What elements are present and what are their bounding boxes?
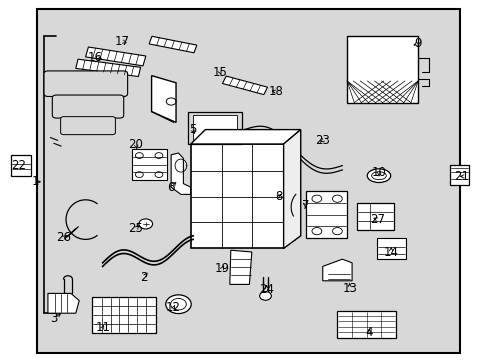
Circle shape: [170, 298, 186, 310]
Circle shape: [139, 219, 152, 229]
FancyBboxPatch shape: [44, 71, 127, 96]
Text: 18: 18: [268, 85, 283, 98]
Polygon shape: [190, 130, 300, 144]
Text: 14: 14: [383, 246, 398, 258]
Ellipse shape: [371, 172, 386, 180]
Text: 12: 12: [166, 301, 181, 314]
Bar: [305, 191, 346, 238]
FancyBboxPatch shape: [52, 95, 123, 118]
Polygon shape: [76, 59, 141, 77]
Text: 20: 20: [128, 138, 143, 150]
Text: 19: 19: [215, 262, 229, 275]
Ellipse shape: [366, 169, 390, 183]
Text: 17: 17: [115, 35, 129, 48]
Polygon shape: [48, 293, 79, 313]
Text: 23: 23: [315, 134, 329, 147]
Text: 10: 10: [371, 166, 386, 179]
Text: 3: 3: [50, 312, 58, 325]
Bar: [193, 115, 237, 140]
Bar: [376, 238, 405, 259]
Text: 6: 6: [167, 181, 175, 194]
Text: 13: 13: [342, 282, 356, 294]
Text: 7: 7: [301, 199, 309, 212]
Text: 24: 24: [259, 283, 273, 296]
Text: 8: 8: [274, 190, 282, 203]
Text: 4: 4: [365, 327, 372, 339]
Text: 1: 1: [31, 175, 39, 188]
Bar: [449, 165, 468, 185]
Text: 5: 5: [189, 123, 197, 136]
Text: 2: 2: [140, 271, 148, 284]
Text: 16: 16: [88, 51, 102, 64]
Polygon shape: [85, 47, 145, 66]
Text: 26: 26: [56, 231, 71, 244]
Polygon shape: [171, 153, 190, 194]
Bar: [11, 155, 31, 176]
Bar: [356, 203, 393, 230]
Bar: [92, 297, 155, 333]
Polygon shape: [222, 76, 267, 95]
Text: 21: 21: [454, 170, 468, 183]
Polygon shape: [229, 250, 251, 284]
Bar: [132, 149, 167, 180]
Bar: [188, 112, 242, 144]
Text: 22: 22: [11, 159, 26, 172]
FancyBboxPatch shape: [61, 117, 115, 135]
Bar: [337, 311, 395, 338]
Bar: [37, 9, 459, 353]
Polygon shape: [322, 259, 351, 281]
Polygon shape: [283, 130, 300, 248]
Circle shape: [165, 295, 191, 314]
Text: 11: 11: [95, 321, 110, 334]
Polygon shape: [149, 36, 196, 53]
Text: 27: 27: [369, 213, 384, 226]
Text: 15: 15: [212, 66, 227, 78]
Text: 25: 25: [128, 222, 143, 235]
Bar: [190, 144, 283, 248]
Bar: [346, 36, 417, 103]
Circle shape: [259, 292, 271, 300]
Text: 9: 9: [413, 37, 421, 50]
Polygon shape: [151, 76, 176, 122]
